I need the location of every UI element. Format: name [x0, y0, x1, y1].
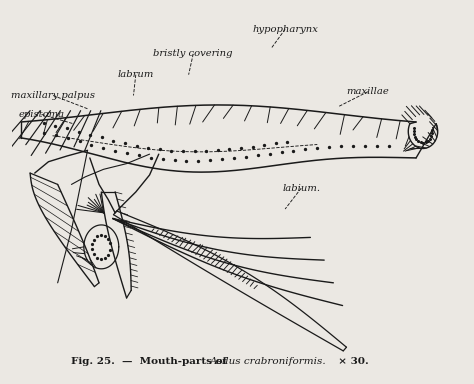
Text: maxillary palpus: maxillary palpus [11, 91, 95, 100]
Text: labrum: labrum [118, 70, 154, 79]
Text: bristly covering: bristly covering [154, 50, 233, 58]
Text: epistoma: epistoma [18, 110, 64, 119]
Text: hypopharynx: hypopharynx [252, 25, 318, 34]
Text: Asilus crabroniformis.: Asilus crabroniformis. [210, 357, 326, 366]
Text: maxillae: maxillae [346, 87, 389, 96]
Text: × 30.: × 30. [331, 357, 369, 366]
Text: labium.: labium. [282, 184, 320, 193]
Text: Fig. 25.  —  Mouth-parts of: Fig. 25. — Mouth-parts of [72, 357, 231, 366]
